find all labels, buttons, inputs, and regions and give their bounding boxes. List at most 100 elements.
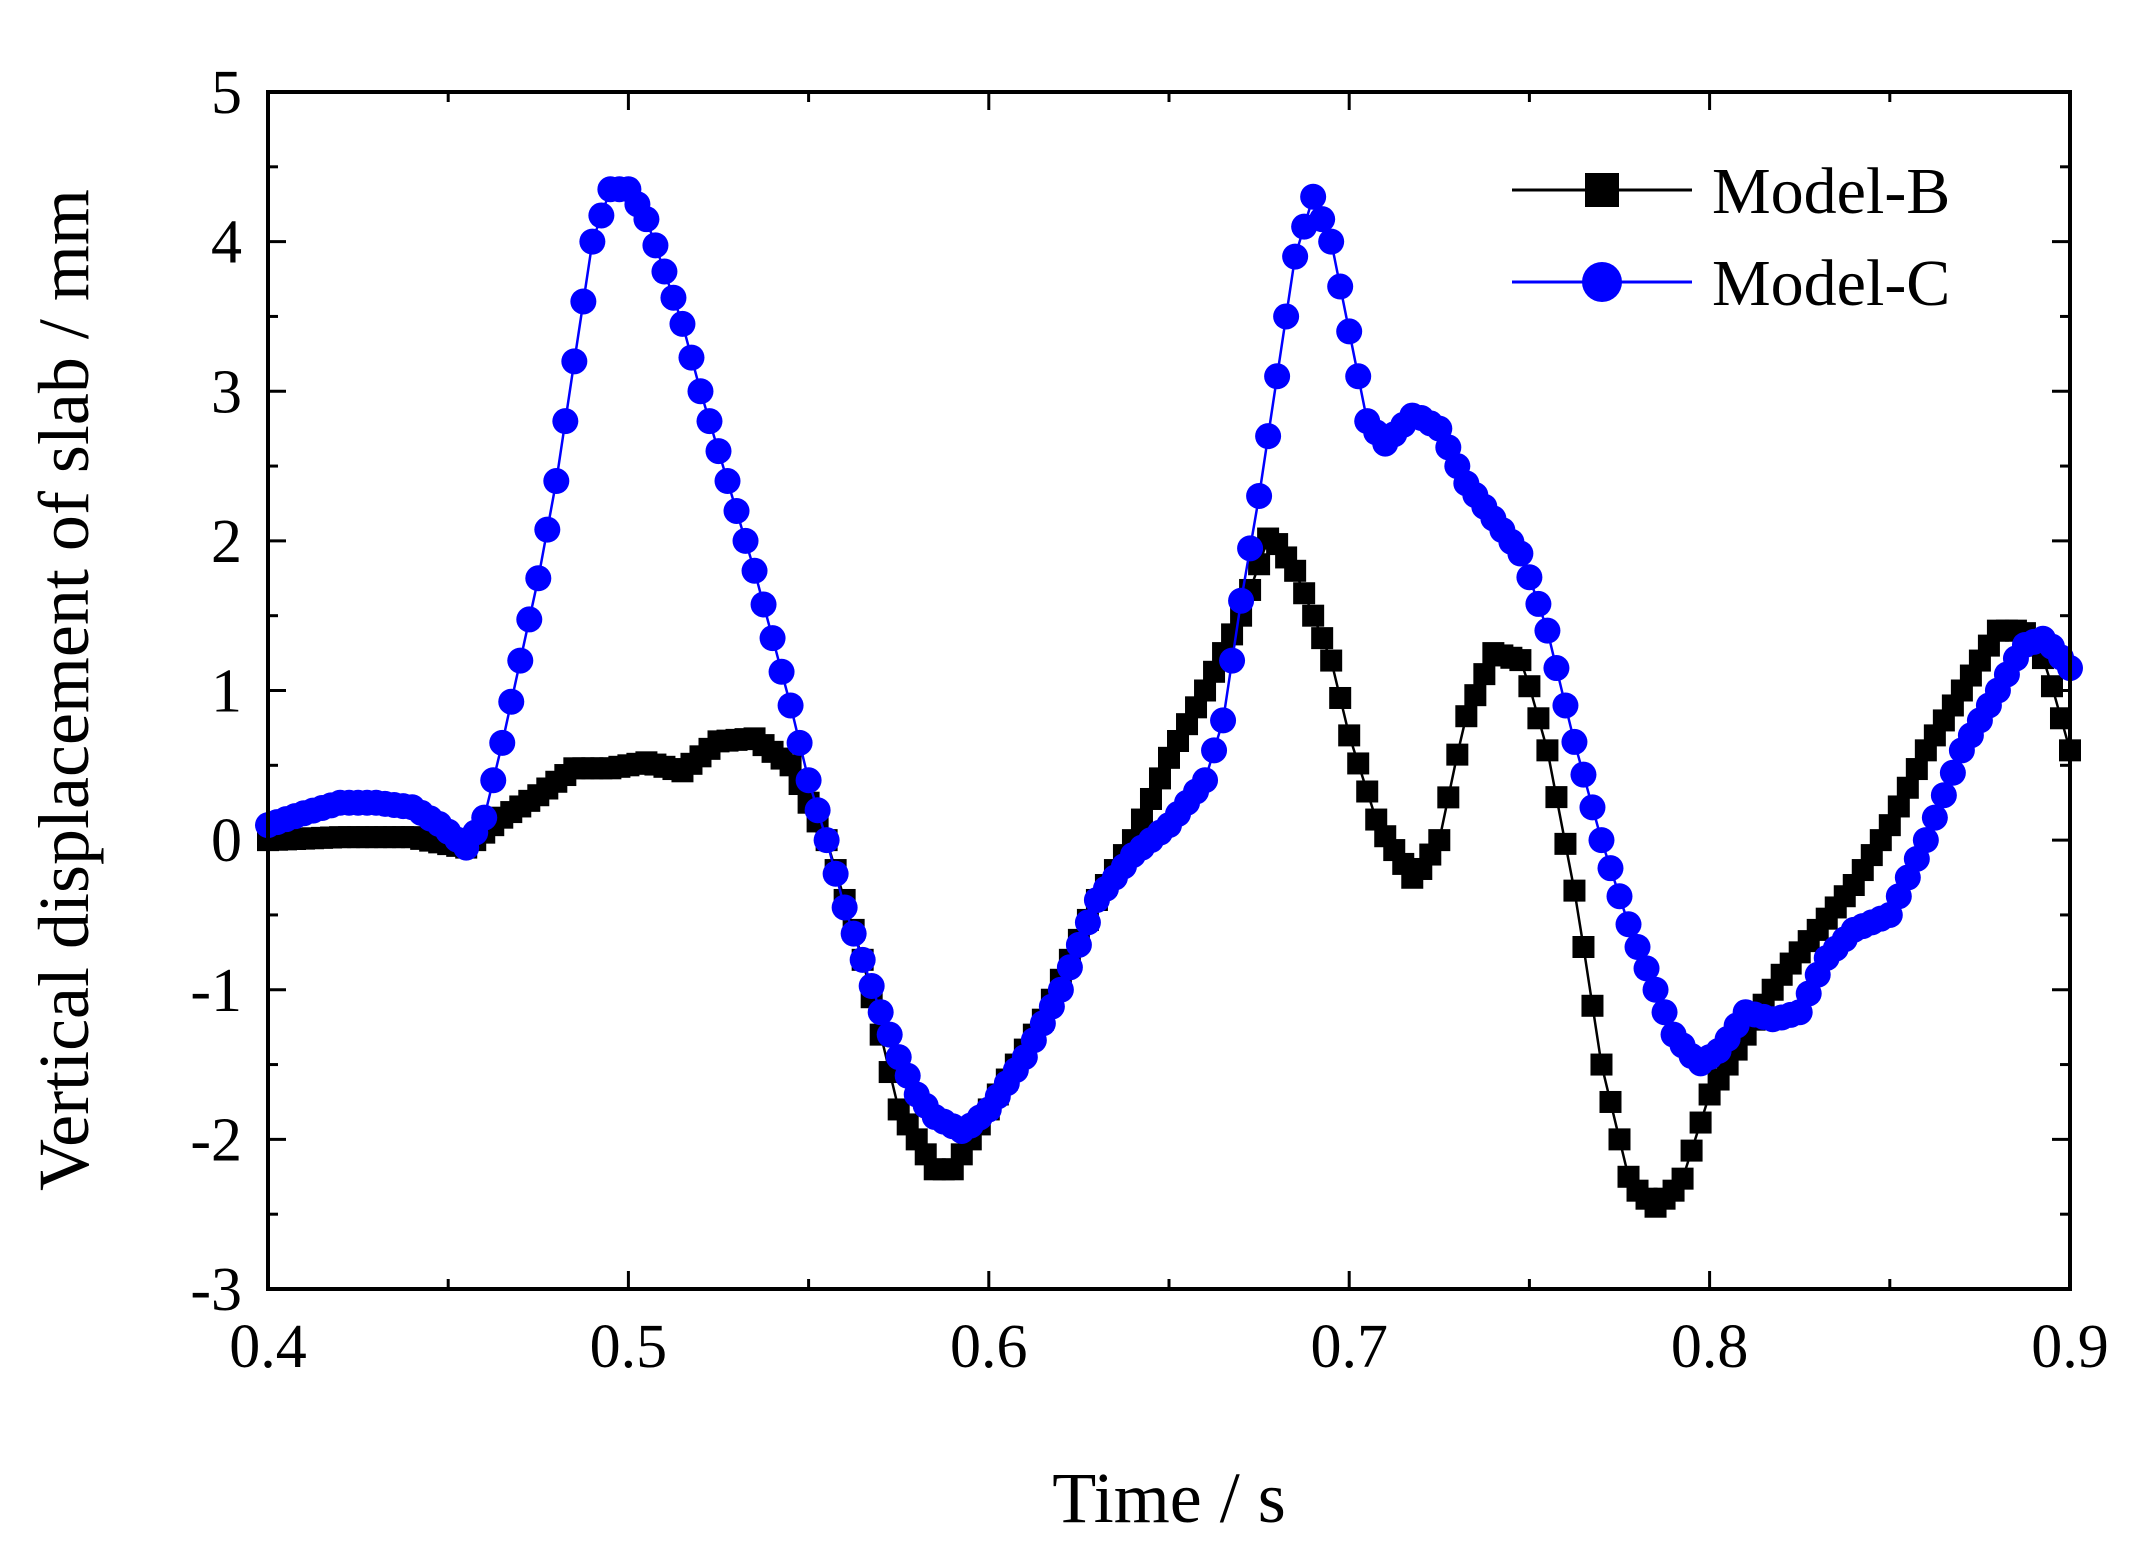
data-point-model-b — [1896, 776, 1919, 799]
data-point-model-c — [786, 729, 813, 756]
data-point-model-c — [1633, 955, 1660, 982]
data-point-model-c — [1624, 934, 1651, 960]
data-point-model-c — [1327, 273, 1354, 300]
y-tick-label: 1 — [211, 658, 242, 726]
data-point-model-c — [876, 1021, 903, 1048]
legend-label-model-b: Model-B — [1712, 155, 1950, 228]
x-axis-title: Time / s — [1052, 1458, 1285, 1538]
data-point-model-c — [1318, 228, 1345, 255]
data-point-model-c — [1345, 363, 1372, 390]
data-point-model-c — [516, 606, 543, 633]
data-point-model-b — [1536, 739, 1559, 762]
data-point-model-b — [1464, 684, 1487, 707]
data-point-model-c — [813, 827, 840, 854]
data-point-model-b — [1599, 1090, 1622, 1113]
data-point-model-b — [1527, 707, 1550, 730]
y-tick-label: -2 — [190, 1106, 242, 1174]
data-point-model-c — [1300, 183, 1327, 210]
data-point-model-c — [579, 228, 606, 255]
y-tick-label: 2 — [211, 508, 242, 576]
data-point-model-c — [1282, 243, 1309, 270]
data-point-model-c — [570, 288, 597, 315]
data-point-model-c — [534, 516, 561, 543]
data-point-model-b — [1455, 705, 1478, 728]
data-point-model-c — [498, 688, 525, 715]
data-point-model-c — [633, 206, 660, 233]
x-tick-label: 0.7 — [1310, 1313, 1388, 1381]
data-point-model-b — [2049, 707, 2072, 730]
data-point-model-c — [552, 408, 579, 435]
data-point-model-b — [1572, 936, 1595, 958]
data-point-model-c — [1228, 587, 1255, 614]
data-point-model-b — [1671, 1167, 1694, 1190]
x-tick-label: 0.5 — [590, 1313, 668, 1381]
data-point-model-c — [1579, 794, 1606, 821]
data-point-model-c — [840, 920, 867, 947]
data-point-model-c — [1047, 976, 1074, 1003]
data-point-model-c — [1525, 590, 1552, 617]
series-layer — [255, 176, 2083, 1218]
data-point-model-c — [1642, 976, 1669, 1003]
y-axis-title: Vertical displacement of slab / mm — [24, 189, 104, 1191]
data-point-model-c — [1246, 482, 1273, 509]
data-point-model-c — [669, 310, 696, 337]
data-point-model-b — [1581, 994, 1604, 1017]
data-point-model-c — [1273, 303, 1300, 330]
data-point-model-c — [705, 438, 732, 465]
data-point-model-c — [489, 729, 516, 756]
data-point-model-b — [1185, 696, 1208, 719]
data-point-model-c — [858, 973, 885, 1000]
data-point-model-c — [642, 232, 669, 259]
data-point-model-c — [1192, 767, 1219, 794]
data-point-model-b — [1590, 1053, 1613, 1076]
data-point-model-c — [1570, 761, 1597, 788]
data-point-model-b — [1338, 724, 1361, 747]
data-point-model-c — [1065, 931, 1092, 958]
data-point-model-b — [1356, 780, 1379, 803]
series-model-c — [255, 176, 2083, 1144]
data-point-model-b — [1329, 686, 1352, 709]
x-tick-label: 0.6 — [950, 1313, 1028, 1381]
x-tick-label: 0.4 — [229, 1313, 307, 1381]
data-point-model-b — [1284, 559, 1307, 582]
data-point-model-c — [660, 284, 687, 311]
y-tick-label: -1 — [190, 957, 242, 1025]
data-point-model-b — [1878, 814, 1901, 837]
data-point-model-c — [678, 344, 705, 371]
legend-marker-model-c — [1582, 262, 1622, 302]
data-point-model-c — [1237, 535, 1264, 562]
data-point-model-c — [804, 797, 831, 824]
data-point-model-b — [1473, 663, 1496, 686]
data-point-model-b — [1302, 604, 1325, 627]
data-point-model-c — [525, 565, 552, 592]
data-point-model-c — [1219, 647, 1246, 674]
data-point-model-b — [1554, 832, 1577, 855]
data-point-model-b — [1139, 787, 1162, 810]
series-line-model-b — [267, 536, 2072, 1209]
data-point-model-c — [867, 999, 894, 1026]
data-point-model-b — [1130, 808, 1153, 831]
data-point-model-c — [723, 497, 750, 524]
data-point-model-c — [1921, 804, 1948, 831]
data-point-model-b — [1347, 752, 1370, 775]
data-point-model-c — [732, 527, 759, 554]
data-point-model-b — [1563, 879, 1586, 902]
data-point-model-c — [750, 591, 777, 618]
data-point-model-b — [1680, 1139, 1703, 1162]
data-point-model-c — [480, 767, 507, 794]
data-point-model-b — [1518, 675, 1541, 698]
data-point-model-c — [795, 767, 822, 794]
data-point-model-c — [1543, 655, 1570, 682]
data-point-model-b — [1545, 786, 1568, 809]
data-point-model-b — [1446, 743, 1469, 766]
data-point-model-c — [1201, 737, 1228, 764]
data-point-model-c — [1606, 883, 1633, 910]
data-point-model-b — [1689, 1111, 1712, 1134]
data-point-model-b — [1293, 582, 1316, 605]
data-point-model-c — [831, 894, 858, 921]
data-point-model-c — [687, 378, 714, 405]
legend-label-model-c: Model-C — [1712, 247, 1950, 320]
data-point-model-c — [651, 258, 678, 285]
x-tick-label: 0.8 — [1671, 1313, 1749, 1381]
